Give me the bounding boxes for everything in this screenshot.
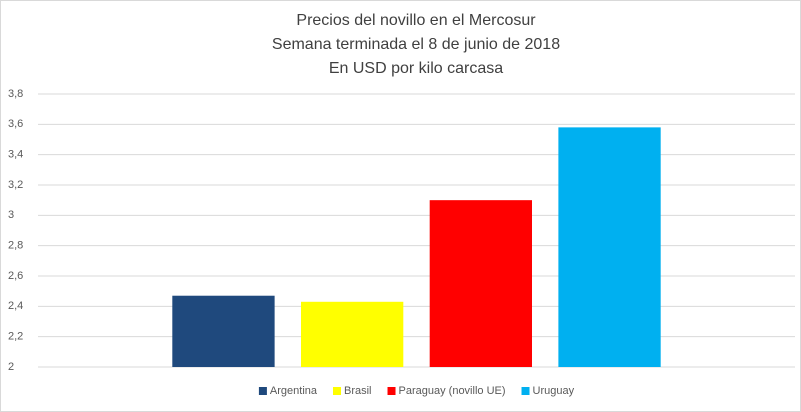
legend-swatch	[258, 387, 267, 395]
y-tick-label: 2,6	[8, 270, 23, 282]
legend-swatch	[333, 387, 341, 395]
y-tick-label: 2,2	[8, 331, 23, 343]
legend-swatch	[387, 387, 396, 395]
y-tick-label: 3,6	[8, 118, 23, 130]
bar	[558, 127, 661, 367]
y-tick-label: 3	[8, 209, 14, 221]
legend-label: Paraguay (novillo UE)	[399, 385, 506, 397]
y-tick-label: 2	[8, 361, 14, 373]
chart-subtitle: En USD por kilo carcasa	[329, 60, 503, 77]
legend-swatch	[521, 387, 530, 395]
y-tick-label: 2,8	[8, 240, 23, 252]
chart-title: Precios del novillo en el Mercosur	[296, 12, 536, 29]
y-tick-label: 3,2	[8, 179, 23, 191]
legend-label: Argentina	[270, 385, 318, 397]
chart-subtitle: Semana terminada el 8 de junio de 2018	[272, 36, 560, 53]
bar	[172, 295, 275, 367]
y-tick-label: 3,4	[8, 149, 23, 161]
legend-label: Uruguay	[533, 385, 575, 397]
legend-label: Brasil	[344, 385, 372, 397]
y-tick-label: 2,4	[8, 300, 23, 312]
y-tick-label: 3,8	[8, 88, 23, 100]
bar	[301, 301, 404, 367]
bar	[429, 200, 532, 367]
